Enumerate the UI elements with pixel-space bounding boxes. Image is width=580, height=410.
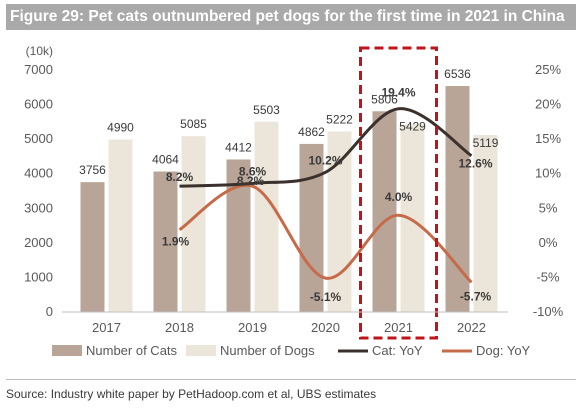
y-right-tick-5%: 5% (539, 200, 558, 215)
figure-title: Figure 29: Pet cats outnumbered pet dogs… (6, 4, 576, 30)
cats-bar-2020 (299, 143, 324, 312)
y-right-tick-15%: 15% (535, 131, 561, 146)
cat-yoy-line (179, 107, 473, 188)
x-tick-2018: 2018 (165, 320, 194, 335)
y-left-tick-2000: 2000 (24, 235, 53, 250)
dogs-bar-2022 (473, 135, 498, 312)
legend-dogs-swatch (186, 345, 216, 356)
dogs-value-label-2018: 5085 (180, 117, 207, 131)
y-left-tick-7000: 7000 (24, 62, 53, 77)
legend-cat-yoy-label: Cat: YoY (372, 343, 423, 358)
x-tick-2019: 2019 (238, 320, 267, 335)
dog-yoy-label-2020: -5.1% (310, 290, 342, 304)
dogs-bar-2017 (108, 139, 133, 312)
cats-value-label-2019: 4412 (225, 140, 252, 154)
dog-yoy-label-2021: 4.0% (385, 190, 413, 204)
y-left-tick-1000: 1000 (24, 269, 53, 284)
dog-yoy-line (178, 183, 473, 284)
y-left-tick-5000: 5000 (24, 131, 53, 146)
y-right-tick--10%: -10% (533, 304, 564, 319)
cats-value-label-2021: 5806 (371, 92, 398, 106)
cats-value-label-2020: 4862 (298, 125, 325, 139)
legend-cats-swatch (52, 345, 82, 356)
y-right-tick-25%: 25% (535, 62, 561, 77)
cats-value-label-2022: 6536 (444, 67, 471, 81)
x-tick-2017: 2017 (92, 320, 121, 335)
cats-bar-2021 (372, 111, 397, 312)
dog-yoy-label-2019: 8.2% (237, 174, 265, 188)
x-tick-2022: 2022 (457, 320, 486, 335)
y-right-tick-0%: 0% (539, 235, 558, 250)
cat-yoy-label-2018: 8.2% (166, 170, 194, 184)
source-note: Source: Industry white paper by PetHadoo… (6, 387, 377, 401)
x-tick-2021: 2021 (384, 320, 413, 335)
y-right-tick-20%: 20% (535, 97, 561, 112)
dog-yoy-label-2022: -5.7% (460, 289, 492, 303)
y-left-tick-0: 0 (46, 304, 53, 319)
x-tick-2020: 2020 (311, 320, 340, 335)
legend-dog-yoy-label: Dog: YoY (476, 343, 531, 358)
cats-bar-2018 (153, 171, 178, 312)
dogs-bar-2019 (254, 121, 279, 313)
dogs-value-label-2021: 5429 (399, 119, 426, 133)
legend-dogs-label: Number of Dogs (220, 343, 315, 358)
dogs-value-label-2017: 4990 (107, 120, 134, 134)
cats-bar-2017 (80, 182, 105, 312)
cat-yoy-label-2020: 10.2% (308, 153, 342, 167)
source-divider (6, 379, 576, 380)
y-right-tick--5%: -5% (536, 269, 560, 284)
y-left-tick-4000: 4000 (24, 166, 53, 181)
dogs-value-label-2022: 5119 (473, 136, 499, 150)
y-left-tick-6000: 6000 (24, 97, 53, 112)
legend-cats-label: Number of Cats (86, 343, 178, 358)
cat-yoy-label-2019: 8.6% (239, 164, 267, 178)
cat-yoy-label-2021: 19.4% (381, 86, 415, 100)
y-left-tick-3000: 3000 (24, 200, 53, 215)
cat-yoy-label-2022: 12.6% (458, 157, 492, 171)
y-right-tick-10%: 10% (535, 166, 561, 181)
cats-value-label-2017: 3756 (79, 163, 106, 177)
cats-value-label-2018: 4064 (152, 153, 179, 167)
unit-label: (10k) (26, 44, 53, 58)
dogs-value-label-2019: 5503 (253, 103, 280, 117)
dog-yoy-label-2018: 1.9% (162, 235, 190, 249)
dogs-bar-2021 (400, 124, 425, 313)
dogs-value-label-2020: 5222 (326, 112, 353, 126)
